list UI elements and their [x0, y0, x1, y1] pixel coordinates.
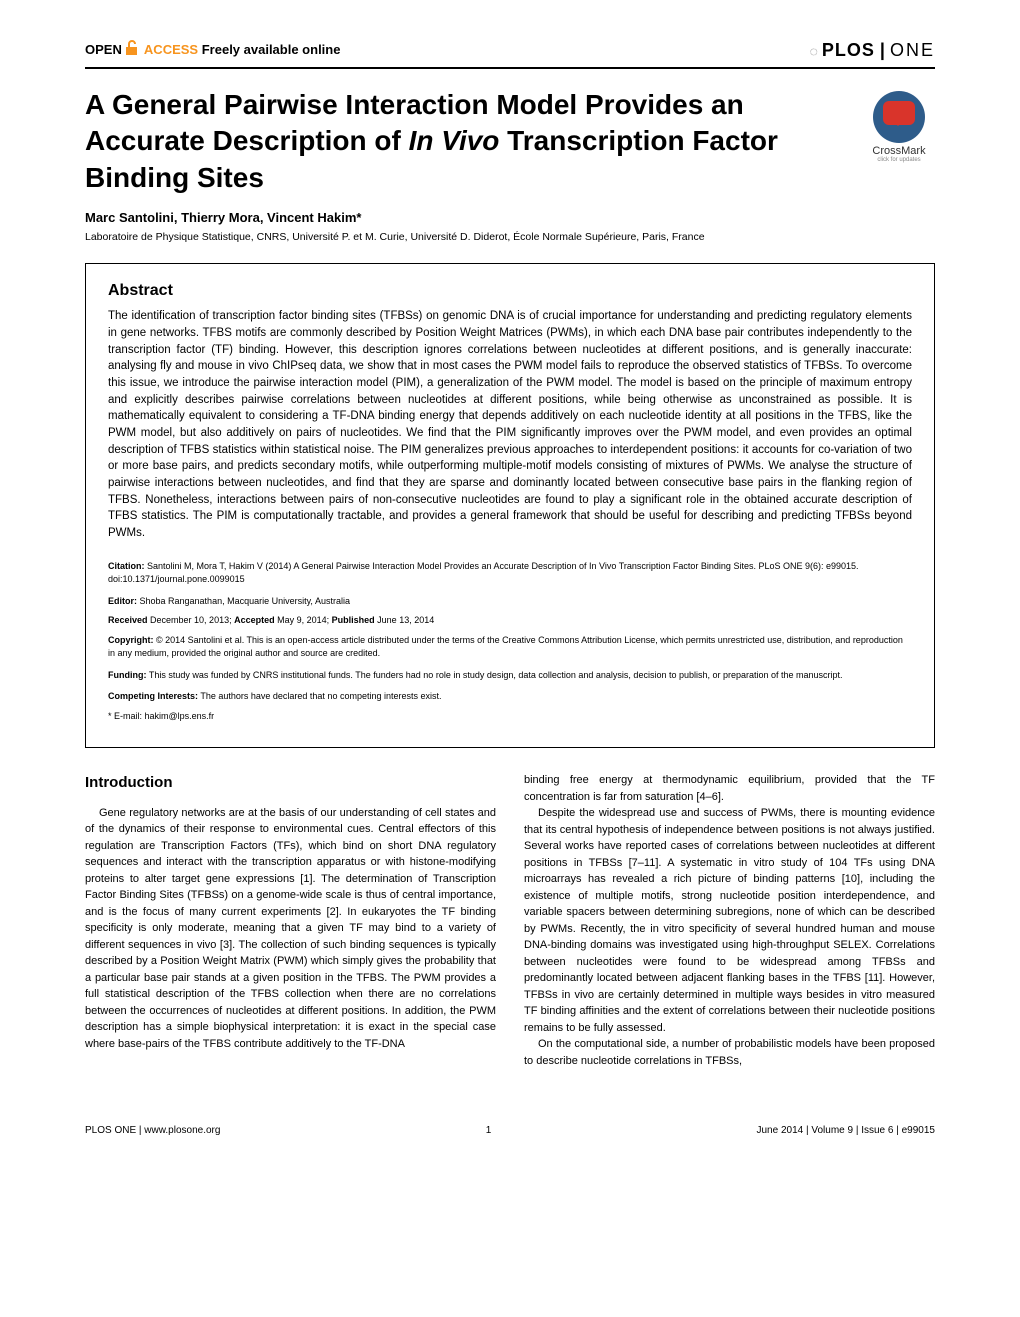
abstract-heading: Abstract — [108, 282, 912, 300]
received-text: December 10, 2013; — [148, 615, 235, 625]
funding-label: Funding: — [108, 670, 146, 680]
title-italic: In Vivo — [409, 125, 500, 156]
crossmark-badge[interactable]: CrossMark click for updates — [863, 91, 935, 163]
accepted-text: May 9, 2014; — [275, 615, 332, 625]
body-columns: Introduction Gene regulatory networks ar… — [85, 772, 935, 1069]
competing-text: The authors have declared that no compet… — [198, 691, 441, 701]
intro-col2-p2: Despite the widespread use and success o… — [524, 805, 935, 1036]
crossmark-sublabel: click for updates — [863, 157, 935, 163]
open-access-badge: OPEN ACCESS Freely available online — [85, 40, 340, 61]
footer-left: PLOS ONE | www.plosone.org — [85, 1125, 220, 1136]
authors: Marc Santolini, Thierry Mora, Vincent Ha… — [85, 210, 935, 225]
journal-logo: ◌PLOS | ONE — [810, 40, 935, 61]
accepted-label: Accepted — [234, 615, 275, 625]
funding-text: This study was funded by CNRS institutio… — [146, 670, 842, 680]
abstract-box: Abstract The identification of transcrip… — [85, 263, 935, 748]
footer-right: June 2014 | Volume 9 | Issue 6 | e99015 — [757, 1125, 935, 1136]
editor-text: Shoba Ranganathan, Macquarie University,… — [137, 596, 350, 606]
intro-heading: Introduction — [85, 772, 496, 795]
one-text: ONE — [890, 40, 935, 60]
intro-col1-p1: Gene regulatory networks are at the basi… — [85, 805, 496, 1053]
funding-line: Funding: This study was funded by CNRS i… — [108, 669, 912, 683]
open-text: OPEN — [85, 42, 122, 57]
competing-line: Competing Interests: The authors have de… — [108, 690, 912, 704]
published-label: Published — [332, 615, 375, 625]
editor-line: Editor: Shoba Ranganathan, Macquarie Uni… — [108, 595, 912, 609]
crossmark-icon — [873, 91, 925, 143]
citation-line: Citation: Santolini M, Mora T, Hakim V (… — [108, 560, 912, 587]
access-text: ACCESS — [144, 42, 198, 57]
intro-col2-p3: On the computational side, a number of p… — [524, 1036, 935, 1069]
footer-page-number: 1 — [486, 1125, 492, 1136]
crossmark-label: CrossMark — [863, 145, 935, 157]
email-line: * E-mail: hakim@lps.ens.fr — [108, 710, 912, 724]
copyright-label: Copyright: — [108, 635, 154, 645]
plos-text: PLOS — [822, 40, 875, 60]
copyright-text: © 2014 Santolini et al. This is an open-… — [108, 635, 903, 659]
article-title: A General Pairwise Interaction Model Pro… — [85, 87, 935, 196]
intro-col2-p1: binding free energy at thermodynamic equ… — [524, 772, 935, 805]
unlock-icon — [125, 43, 143, 60]
crossmark-bubble-icon — [883, 101, 915, 125]
page-footer: PLOS ONE | www.plosone.org 1 June 2014 |… — [85, 1119, 935, 1136]
header-bar: OPEN ACCESS Freely available online ◌PLO… — [85, 40, 935, 69]
received-label: Received — [108, 615, 148, 625]
copyright-line: Copyright: © 2014 Santolini et al. This … — [108, 634, 912, 661]
competing-label: Competing Interests: — [108, 691, 198, 701]
column-left: Introduction Gene regulatory networks ar… — [85, 772, 496, 1069]
citation-label: Citation: — [108, 561, 145, 571]
freely-text: Freely available online — [202, 42, 341, 57]
affiliation: Laboratoire de Physique Statistique, CNR… — [85, 231, 935, 243]
plos-ring-icon: ◌ — [810, 43, 818, 59]
editor-label: Editor: — [108, 596, 137, 606]
published-text: June 13, 2014 — [375, 615, 435, 625]
pipe: | — [880, 40, 885, 60]
column-right: binding free energy at thermodynamic equ… — [524, 772, 935, 1069]
citation-text: Santolini M, Mora T, Hakim V (2014) A Ge… — [108, 561, 859, 585]
abstract-text: The identification of transcription fact… — [108, 308, 912, 541]
title-section: A General Pairwise Interaction Model Pro… — [85, 87, 935, 196]
dates-line: Received December 10, 2013; Accepted May… — [108, 614, 912, 628]
